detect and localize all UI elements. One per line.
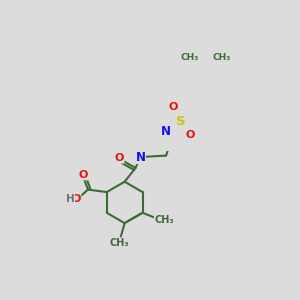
- Text: S: S: [176, 115, 186, 128]
- Text: O: O: [168, 102, 178, 112]
- Text: O: O: [78, 170, 88, 180]
- Text: CH₃: CH₃: [181, 53, 199, 62]
- Text: CH₃: CH₃: [212, 53, 230, 62]
- Text: O: O: [185, 130, 194, 140]
- Text: CH₃: CH₃: [154, 215, 174, 225]
- Text: O: O: [71, 194, 81, 205]
- Text: H: H: [66, 194, 75, 205]
- Text: N: N: [161, 125, 171, 138]
- Text: O: O: [115, 153, 124, 163]
- Text: CH₃: CH₃: [110, 238, 130, 248]
- Text: N: N: [135, 151, 146, 164]
